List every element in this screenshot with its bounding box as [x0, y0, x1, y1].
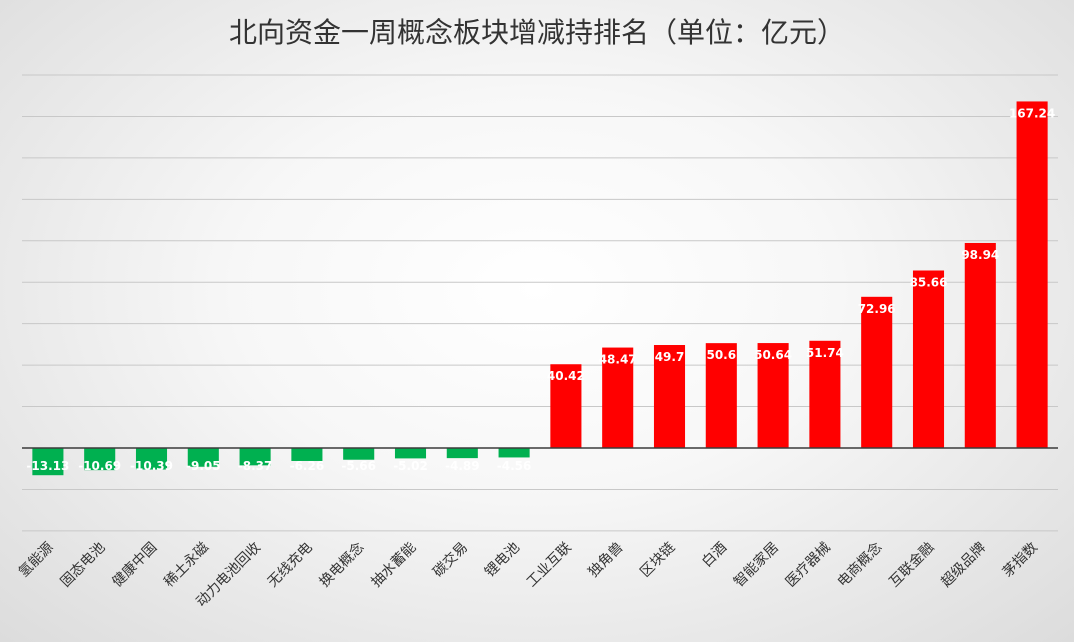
category-label: 区块链 — [637, 540, 678, 581]
bar-换电概念 — [343, 448, 375, 460]
data-label: -5.66 — [341, 459, 376, 473]
bar-动力电池回收 — [239, 448, 271, 466]
bar-互联金融 — [912, 270, 945, 448]
data-label: 49.7 — [655, 350, 685, 364]
category-label: 白酒 — [699, 540, 730, 571]
category-label: 智能家居 — [730, 539, 782, 591]
data-label: -4.56 — [497, 459, 532, 473]
category-label: 抽水蓄能 — [368, 540, 419, 591]
data-label: 40.42 — [547, 369, 585, 383]
category-label: 稀土永磁 — [161, 540, 212, 591]
category-label: 碳交易 — [429, 539, 471, 581]
category-label: 换电概念 — [316, 539, 368, 591]
bar-碳交易 — [446, 448, 478, 459]
data-label: -5.02 — [393, 459, 428, 473]
bar-氢能源 — [32, 448, 64, 476]
category-label: 无线充电 — [265, 540, 316, 591]
data-label: -4.89 — [445, 459, 480, 473]
bar-电商概念 — [861, 296, 893, 448]
data-label: 51.74 — [806, 346, 844, 360]
data-label: 72.96 — [858, 302, 896, 316]
bar-超级品牌 — [964, 242, 996, 448]
bars — [32, 101, 1048, 476]
data-label: -6.26 — [290, 459, 325, 473]
data-label: 167.24 — [1009, 106, 1055, 120]
category-label: 工业互联 — [524, 540, 575, 591]
data-label: -13.13 — [26, 459, 69, 473]
category-label: 医疗器械 — [783, 540, 834, 591]
bar-白酒 — [705, 343, 737, 448]
category-label: 独角兽 — [586, 540, 627, 581]
data-label: 98.94 — [961, 248, 999, 262]
bar-锂电池 — [498, 448, 530, 458]
category-label: 氢能源 — [16, 540, 57, 581]
bar-医疗器械 — [809, 340, 841, 448]
bar-工业互联 — [550, 364, 582, 448]
bar-抽水蓄能 — [394, 448, 427, 459]
data-label: -9.05 — [186, 459, 221, 473]
bar-固态电池 — [84, 448, 116, 471]
data-label: 50.6 — [706, 348, 736, 362]
gridlines — [22, 74, 1058, 532]
bar-茅指数 — [1016, 101, 1048, 448]
bar-稀土永磁 — [187, 448, 219, 467]
data-label: -10.69 — [78, 459, 121, 473]
category-label: 健康中国 — [109, 539, 161, 591]
category-labels: 氢能源 固态电池 健康中国 稀土永磁动力电池回收 无线充电 换电概念 抽水蓄能 碳交易 锂电池工… — [16, 539, 1041, 610]
data-labels: -13.13 -10.69 -10.39 -9.05 -8.37 -6.26 -5.66 -5… — [26, 106, 1055, 473]
category-label: 锂电池 — [482, 540, 523, 581]
bar-区块链 — [653, 345, 686, 448]
data-label: 85.66 — [910, 275, 948, 289]
category-label: 超级品牌 — [938, 539, 990, 591]
data-label: 48.47 — [599, 353, 637, 367]
data-label: 50.64 — [754, 348, 792, 362]
bar-健康中国 — [135, 448, 168, 470]
category-label: 固态电池 — [58, 540, 109, 591]
data-label: -10.39 — [130, 459, 173, 473]
bar-独角兽 — [602, 347, 634, 448]
category-label: 茅指数 — [1000, 540, 1041, 581]
data-label: -8.37 — [238, 459, 273, 473]
category-label: 互联金融 — [886, 540, 937, 591]
chart-title: 北向资金一周概念板块增减持排名（单位：亿元） — [229, 16, 845, 49]
bar-智能家居 — [757, 343, 789, 448]
bar-无线充电 — [291, 448, 323, 461]
category-label: 电商概念 — [834, 539, 886, 591]
